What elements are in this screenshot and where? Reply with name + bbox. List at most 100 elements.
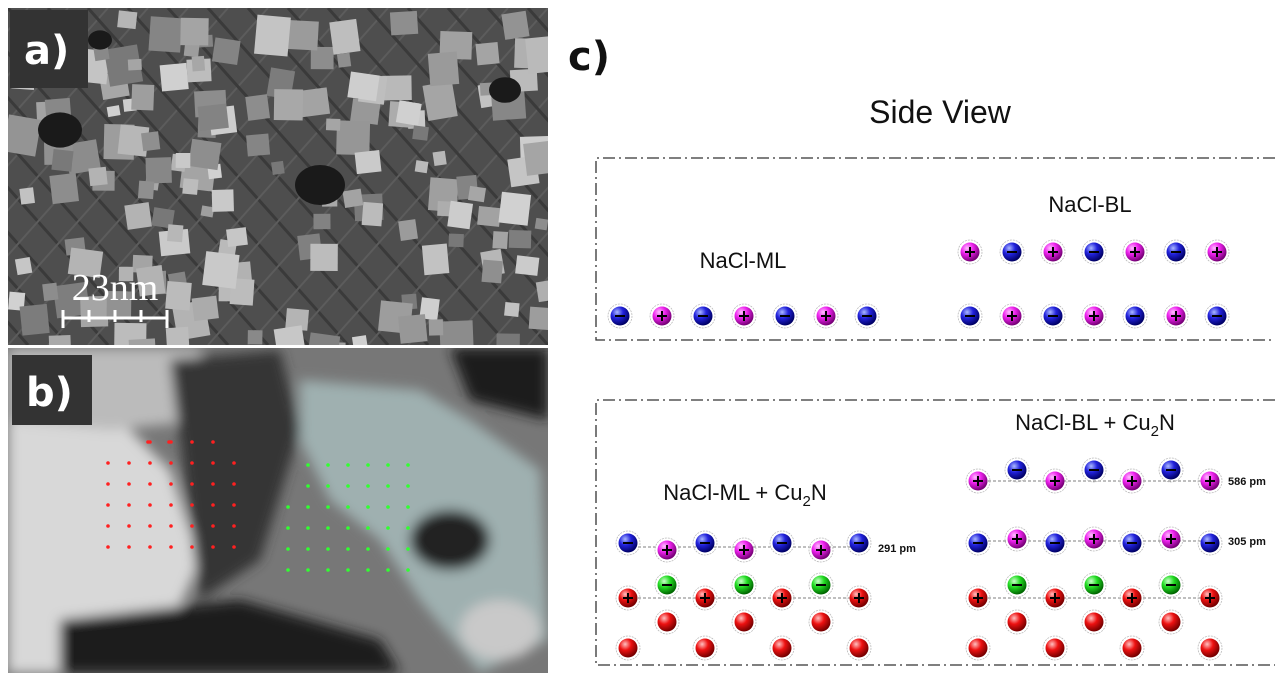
lattice-dot <box>127 482 131 486</box>
ion <box>847 586 871 610</box>
island <box>42 283 58 301</box>
ion <box>855 304 879 328</box>
ion-layers <box>608 240 1229 660</box>
ion <box>1005 573 1029 597</box>
vacancy <box>489 77 521 103</box>
step-edge <box>688 8 988 345</box>
lattice-dot <box>106 461 110 465</box>
step-edge <box>728 8 1028 345</box>
vacancy <box>295 165 345 205</box>
island <box>477 206 501 227</box>
island <box>19 187 35 204</box>
step-edge <box>728 8 1028 345</box>
lattice-dot <box>326 505 330 509</box>
island <box>492 231 508 249</box>
island <box>3 114 42 156</box>
scale-bar-label: 23nm <box>72 267 159 309</box>
lattice-dot <box>326 526 330 530</box>
island <box>415 160 429 173</box>
ion-sphere <box>696 639 715 658</box>
island <box>498 192 531 226</box>
lattice-dot <box>148 503 152 507</box>
lattice-dot <box>211 545 215 549</box>
island <box>145 157 171 183</box>
island <box>117 10 137 29</box>
island <box>176 153 191 168</box>
ion <box>966 531 990 555</box>
step-edge <box>848 8 1148 345</box>
island <box>428 52 459 87</box>
lattice-dot <box>106 545 110 549</box>
island <box>347 71 379 101</box>
lattice-dot <box>211 524 215 528</box>
step-edge <box>1168 8 1275 345</box>
lattice-dot <box>127 524 131 528</box>
island <box>525 36 561 74</box>
lattice-dot <box>232 503 236 507</box>
island <box>329 19 360 55</box>
ion <box>1159 458 1183 482</box>
lattice-dot <box>306 505 310 509</box>
ion-sphere <box>1162 613 1181 632</box>
island <box>515 255 539 276</box>
vacancy <box>38 112 82 147</box>
ion <box>958 304 982 328</box>
panel-label: b) <box>26 370 73 416</box>
lattice-dot <box>148 482 152 486</box>
step-edge <box>608 8 908 345</box>
lattice-dot <box>346 526 350 530</box>
lattice-dot <box>148 545 152 549</box>
step-edge <box>648 8 948 345</box>
island <box>362 202 384 226</box>
lattice-dot <box>148 524 152 528</box>
ion <box>1198 636 1222 660</box>
lattice-dot <box>386 463 390 467</box>
ion <box>1041 240 1065 264</box>
lattice-dot <box>232 461 236 465</box>
ion <box>814 304 838 328</box>
island <box>390 11 418 36</box>
ion <box>1198 531 1222 555</box>
island <box>523 140 557 176</box>
lattice-dot <box>406 505 410 509</box>
island <box>439 320 473 352</box>
step-edge <box>1048 8 1275 345</box>
ion <box>616 636 640 660</box>
island <box>509 230 532 248</box>
lattice-dot <box>286 568 290 572</box>
lattice-dot <box>211 461 215 465</box>
island <box>355 150 382 174</box>
ion <box>1082 527 1106 551</box>
island <box>536 279 558 302</box>
distance-label: 291 pm <box>878 543 916 555</box>
lattice-dot <box>190 461 194 465</box>
lattice-dot <box>366 526 370 530</box>
stm-image-a <box>0 8 1275 371</box>
island <box>138 181 154 200</box>
ion-sphere <box>812 613 831 632</box>
ion <box>1159 573 1183 597</box>
step-edge <box>568 8 868 345</box>
step-edge <box>968 8 1268 345</box>
lattice-dot <box>346 505 350 509</box>
island <box>166 327 189 347</box>
step-edge <box>1088 8 1275 345</box>
ion <box>693 586 717 610</box>
island <box>326 118 340 130</box>
ion <box>1082 610 1106 634</box>
island <box>313 214 330 229</box>
ion-sphere <box>1008 613 1027 632</box>
ion-sphere <box>969 639 988 658</box>
ion <box>1082 240 1106 264</box>
label-text: N <box>811 480 827 505</box>
step-edge <box>1128 8 1275 345</box>
lattice-dot <box>346 484 350 488</box>
lattice-dot <box>190 440 194 444</box>
lattice-dot <box>169 461 173 465</box>
lattice-dot <box>366 463 370 467</box>
island <box>182 178 198 195</box>
lattice-dot <box>127 461 131 465</box>
ion <box>1159 527 1183 551</box>
lattice-dot <box>286 526 290 530</box>
ion <box>693 636 717 660</box>
